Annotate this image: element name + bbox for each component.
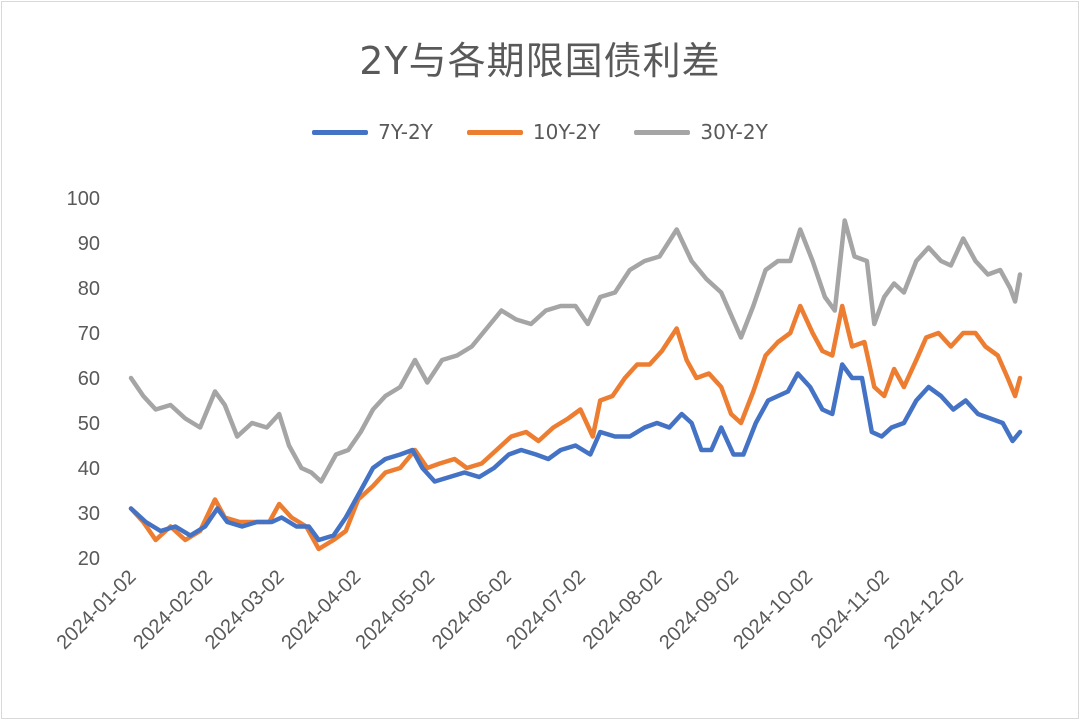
x-axis: 2024-01-022024-02-022024-03-022024-04-02… — [53, 566, 968, 654]
y-tick-label: 80 — [78, 278, 100, 300]
y-tick-label: 100 — [67, 188, 100, 210]
x-tick-label: 2024-08-02 — [579, 566, 667, 654]
y-tick-label: 70 — [78, 323, 100, 345]
series-line-10y-2y — [128, 303, 1023, 552]
legend: 7Y-2Y 10Y-2Y 30Y-2Y — [0, 120, 1080, 144]
legend-item-7y: 7Y-2Y — [312, 120, 433, 144]
plot-area — [128, 218, 1023, 552]
x-tick-label: 2024-06-02 — [428, 566, 516, 654]
y-tick-label: 30 — [78, 503, 100, 525]
series-line-7y-2y — [128, 362, 1023, 543]
legend-item-10y: 10Y-2Y — [466, 120, 601, 144]
x-tick-label: 2024-12-02 — [880, 566, 968, 654]
y-tick-label: 60 — [78, 368, 100, 390]
legend-swatch-10y — [466, 129, 523, 135]
y-tick-label: 20 — [78, 548, 100, 570]
legend-swatch-7y — [312, 129, 369, 135]
x-tick-label: 2024-04-02 — [277, 566, 365, 654]
y-axis: 20 30 40 50 60 70 80 90 100 — [67, 188, 100, 570]
legend-label-10y: 10Y-2Y — [532, 120, 601, 144]
legend-label-7y: 7Y-2Y — [378, 120, 433, 144]
legend-label-30y: 30Y-2Y — [700, 120, 768, 144]
x-tick-label: 2024-05-02 — [351, 566, 439, 654]
series-line-30y-2y — [128, 218, 1023, 484]
x-tick-label: 2024-10-02 — [729, 566, 817, 654]
y-tick-label: 40 — [78, 458, 100, 480]
y-tick-label: 50 — [78, 413, 100, 435]
x-tick-label: 2024-07-02 — [502, 566, 590, 654]
x-tick-label: 2024-09-02 — [655, 566, 743, 654]
x-tick-label: 2024-01-02 — [53, 566, 141, 654]
legend-swatch-30y — [634, 129, 691, 135]
chart-title: 2Y与各期限国债利差 — [359, 39, 721, 83]
y-tick-label: 90 — [78, 233, 100, 255]
legend-item-30y: 30Y-2Y — [634, 120, 768, 144]
